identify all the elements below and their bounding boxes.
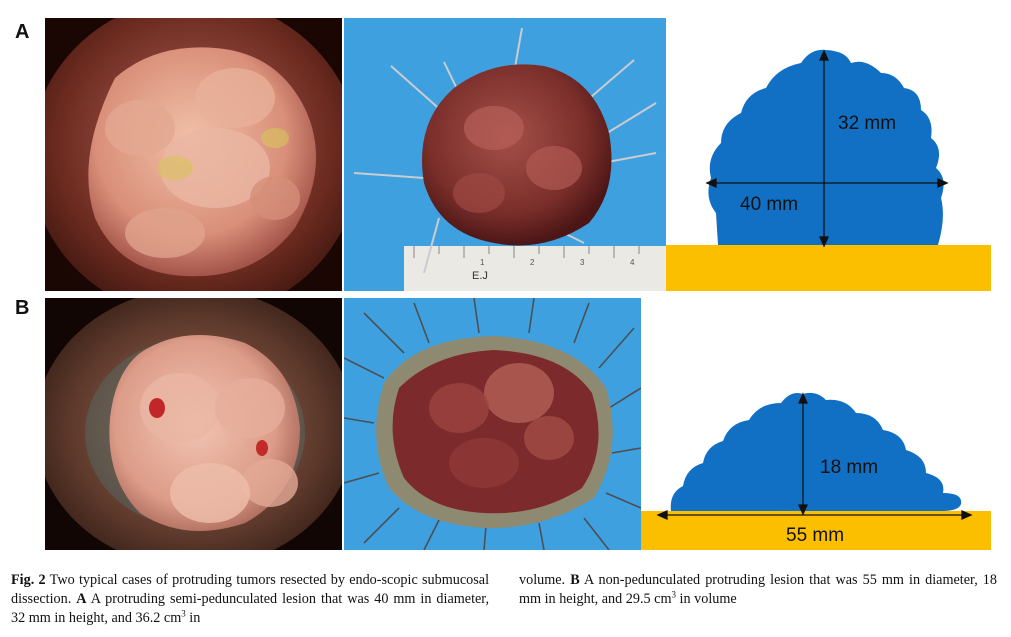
specimen-image-a: E.J 1 2 3 4 (344, 18, 666, 291)
base-rect-a (666, 245, 991, 291)
ruler-tick-2: 2 (530, 258, 535, 267)
caption-b-text: A non-pedunculated protruding lesion tha… (519, 572, 997, 607)
caption-b-label: B (570, 572, 580, 588)
caption-intro: Two typical cases of protruding tumors r… (11, 572, 490, 607)
specimen-image-b (344, 298, 641, 550)
caption-b-sup: 3 (671, 589, 677, 600)
diameter-label-a: 40 mm (740, 194, 798, 215)
fig-label: Fig. 2 (11, 572, 46, 588)
height-label-b: 18 mm (820, 457, 878, 478)
ruler-brand: E.J (472, 270, 488, 282)
caption-a-label: A (76, 591, 87, 607)
ruler-tick-1: 1 (480, 258, 485, 267)
endoscopic-image-a (45, 18, 342, 291)
caption-col2-pre: volume. (519, 572, 566, 588)
caption-b-post: in volume (679, 591, 737, 607)
ruler-tick-3: 3 (580, 258, 585, 267)
schematic-diagram-a: 32 mm 40 mm (666, 18, 991, 293)
diameter-label-b: 55 mm (786, 525, 844, 546)
caption-a-sup: 3 (181, 608, 186, 619)
caption-a-text: A protruding semi-pedunculated lesion th… (11, 591, 490, 626)
endoscopic-image-b (45, 298, 342, 550)
panel-letter-a: A (15, 21, 30, 43)
figure-caption-col2: volume. B A non-pedunculated protruding … (519, 571, 997, 609)
schematic-diagram-b: 18 mm 55 mm (641, 298, 991, 550)
tumor-shape-b (670, 392, 962, 511)
figure-caption-col1: Fig. 2 Two typical cases of protruding t… (11, 571, 489, 628)
tumor-shape-a (708, 49, 944, 245)
panel-letter-b: B (15, 297, 30, 319)
base-rect-b (641, 511, 991, 550)
caption-a-post: in (189, 610, 201, 626)
height-label-a: 32 mm (838, 113, 896, 134)
ruler-tick-4: 4 (630, 258, 635, 267)
